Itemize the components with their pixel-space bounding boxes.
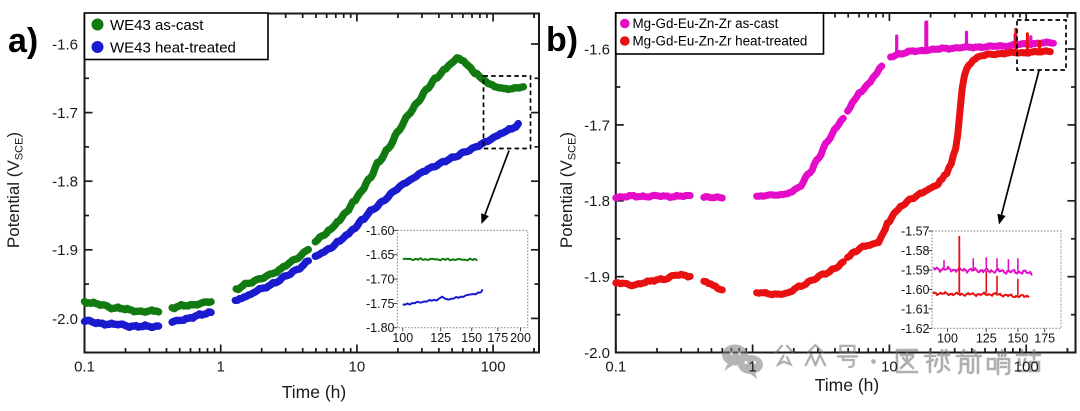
svg-text:-1.65: -1.65	[366, 248, 395, 262]
svg-text:-1.7: -1.7	[52, 105, 78, 122]
svg-text:Potential (VSCE): Potential (VSCE)	[4, 132, 26, 248]
svg-text:-1.75: -1.75	[366, 297, 395, 311]
svg-text:-1.9: -1.9	[584, 269, 610, 286]
svg-text:WE43 heat-treated: WE43 heat-treated	[110, 39, 236, 56]
svg-text:175: 175	[1034, 332, 1055, 346]
svg-text:125: 125	[976, 332, 997, 346]
svg-text:100: 100	[481, 359, 506, 376]
svg-text:-2.0: -2.0	[52, 311, 78, 328]
svg-text:-1.6: -1.6	[584, 41, 610, 58]
svg-text:-1.60: -1.60	[366, 224, 395, 238]
svg-text:-1.70: -1.70	[366, 273, 395, 287]
svg-text:0.1: 0.1	[605, 359, 626, 376]
svg-text:100: 100	[937, 332, 958, 346]
svg-text:100: 100	[392, 331, 413, 345]
svg-text:b): b)	[546, 21, 578, 59]
svg-text:-1.59: -1.59	[901, 264, 930, 278]
svg-text:100: 100	[1014, 359, 1039, 376]
svg-text:-1.8: -1.8	[584, 193, 610, 210]
svg-text:Potential (VSCE): Potential (VSCE)	[557, 132, 579, 248]
svg-text:-1.8: -1.8	[52, 174, 78, 191]
svg-text:Mg-Gd-Eu-Zn-Zr heat-treated: Mg-Gd-Eu-Zn-Zr heat-treated	[633, 34, 808, 49]
svg-text:Time (h): Time (h)	[815, 375, 880, 395]
svg-text:1: 1	[748, 359, 756, 376]
svg-text:200: 200	[510, 331, 531, 345]
svg-text:10: 10	[881, 359, 898, 376]
svg-text:10: 10	[349, 359, 366, 376]
svg-text:-1.62: -1.62	[901, 322, 930, 336]
svg-text:150: 150	[1007, 332, 1028, 346]
svg-text:-1.57: -1.57	[901, 225, 930, 239]
svg-text:-1.9: -1.9	[52, 242, 78, 259]
svg-text:1: 1	[217, 359, 225, 376]
svg-text:-1.60: -1.60	[901, 283, 930, 297]
svg-text:125: 125	[430, 331, 451, 345]
svg-text:Time (h): Time (h)	[282, 382, 347, 402]
svg-text:a): a)	[8, 22, 38, 60]
svg-text:150: 150	[461, 331, 482, 345]
svg-text:-1.6: -1.6	[52, 36, 78, 53]
svg-text:Mg-Gd-Eu-Zn-Zr as-cast: Mg-Gd-Eu-Zn-Zr as-cast	[633, 16, 779, 31]
svg-text:-1.61: -1.61	[901, 302, 930, 316]
svg-text:-1.7: -1.7	[584, 117, 610, 134]
svg-text:-1.58: -1.58	[901, 244, 930, 258]
svg-text:WE43 as-cast: WE43 as-cast	[110, 17, 204, 34]
svg-text:0.1: 0.1	[74, 359, 95, 376]
svg-text:-1.80: -1.80	[366, 321, 395, 335]
svg-text:-2.0: -2.0	[584, 345, 610, 362]
svg-text:175: 175	[487, 331, 508, 345]
